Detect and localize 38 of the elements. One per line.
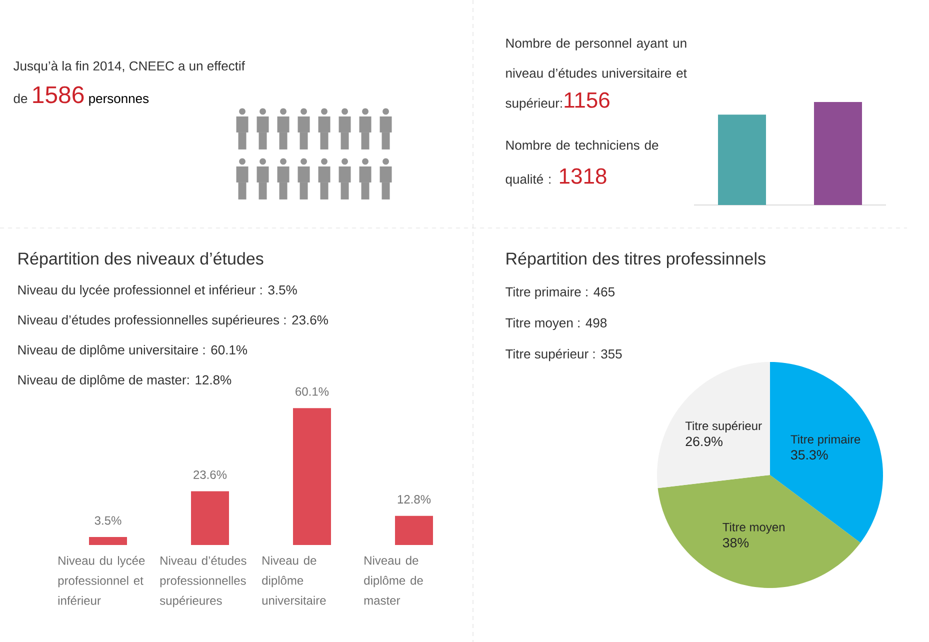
- chart-title: Répartition des titres professinnels: [506, 252, 766, 268]
- text: de: [14, 94, 28, 104]
- data-label: 12.8%: [398, 495, 431, 504]
- data-label: 23.6%: [194, 470, 227, 479]
- text: 1318: [560, 168, 606, 184]
- text: Niveau du lycée professionnel et inférieur : 3.5%: [18, 284, 297, 298]
- text: Niveau de diplôme universitaire : 60.1%: [18, 344, 248, 358]
- text: qualité :: [506, 174, 550, 186]
- text: Niveau de diplôme de master: 12.8%: [18, 374, 232, 388]
- text: Titre moyen : 498: [506, 318, 607, 330]
- text: supérieur:: [506, 98, 562, 110]
- data-label: 26.9%: [686, 436, 722, 446]
- data-label: 3.5%: [94, 516, 122, 525]
- bar: [293, 408, 332, 545]
- text: Nombre de personnel ayant un: [506, 38, 686, 50]
- bar: [89, 537, 128, 545]
- chart-title: Répartition des niveaux d’études: [18, 252, 264, 268]
- data-label: 60.1%: [296, 387, 329, 396]
- data-label: 38%: [722, 538, 749, 548]
- x-tick-label: Niveau du lycée professionnel et inférieur: [58, 556, 145, 605]
- slice-label: Titre primaire: [790, 434, 860, 446]
- text: niveau d’études universitaire et: [506, 68, 687, 78]
- x-tick-label: Niveau de diplôme de master: [364, 556, 423, 605]
- text: 1156: [564, 92, 610, 108]
- x-tick-label: Niveau d’études professionnelles supérieures: [160, 556, 246, 608]
- text: 1586: [33, 86, 84, 104]
- text: Titre primaire : 465: [506, 286, 615, 300]
- x-tick-label: Niveau de diplôme universitaire: [262, 556, 326, 605]
- text: personnes: [89, 96, 149, 106]
- text: Niveau d’études professionnelles supérieures : 23.6%: [18, 314, 328, 328]
- data-label: 35.3%: [790, 450, 828, 460]
- text: Titre supérieur : 355: [506, 348, 622, 362]
- slice-label: Titre supérieur: [685, 421, 762, 433]
- bar: [191, 491, 230, 545]
- text: Jusqu’à la fin 2014, CNEEC a un effectif: [13, 60, 245, 74]
- slice-label: Titre moyen: [722, 522, 784, 534]
- text: Nombre de techniciens de: [506, 140, 658, 150]
- bar: [395, 516, 433, 545]
